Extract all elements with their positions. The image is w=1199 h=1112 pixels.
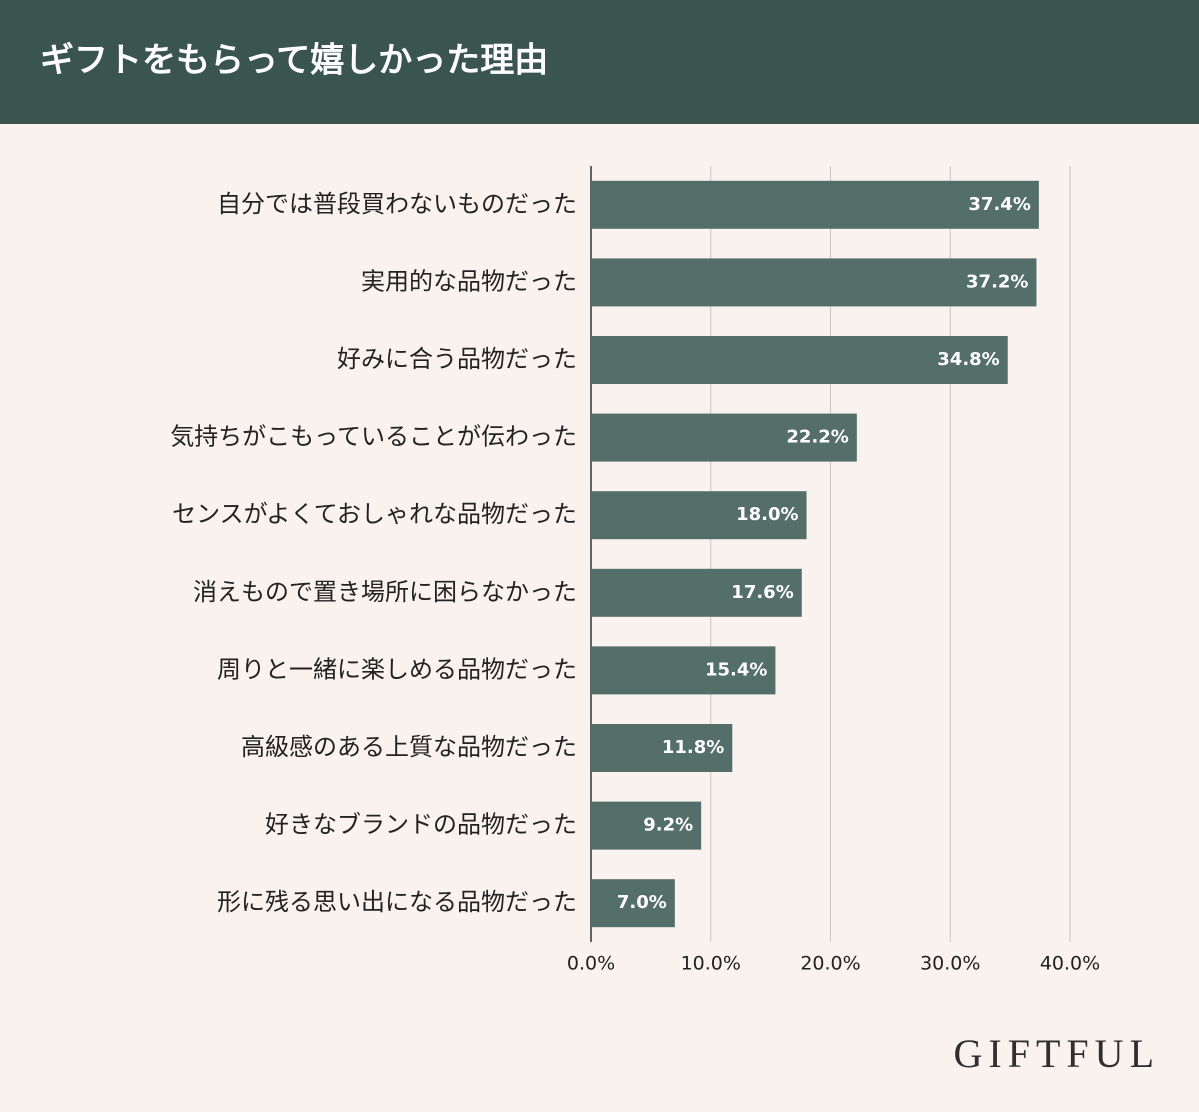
y-tick-label: 周りと一緒に楽しめる品物だった <box>217 655 577 683</box>
y-tick-label: 実用的な品物だった <box>361 267 577 295</box>
x-tick-label: 10.0% <box>681 953 741 975</box>
header <box>0 0 1199 124</box>
brand-logo: GIFTFUL <box>954 1031 1160 1076</box>
bar <box>591 336 1008 384</box>
y-tick-label: 消えもので置き場所に困らなかった <box>193 578 577 606</box>
bar <box>591 724 733 772</box>
value-label: 7.0% <box>617 892 667 913</box>
y-tick-label: 気持ちがこもっていることが伝わった <box>170 423 577 451</box>
y-tick-label: 形に残る思い出になる品物だった <box>217 888 577 916</box>
bar <box>591 879 675 928</box>
value-label: 15.4% <box>705 659 767 680</box>
bar <box>591 491 807 540</box>
x-tick-label: 20.0% <box>800 953 860 975</box>
y-tick-label: 高級感のある上質な品物だった <box>241 733 577 761</box>
bar <box>591 568 802 617</box>
value-label: 22.2% <box>786 427 848 448</box>
bar <box>591 180 1039 229</box>
value-label: 37.4% <box>968 194 1030 215</box>
value-label: 11.8% <box>662 737 724 758</box>
value-label: 37.2% <box>966 271 1028 292</box>
value-label: 9.2% <box>643 815 693 836</box>
value-label: 34.8% <box>937 349 999 370</box>
y-tick-label: 自分では普段買わないものだった <box>217 190 577 218</box>
y-tick-label: 好みに合う品物だった <box>337 345 577 373</box>
x-tick-label: 40.0% <box>1040 953 1100 975</box>
chart-title: ギフトをもらって嬉しかった理由 <box>40 41 548 81</box>
bar <box>591 646 776 695</box>
y-tick-label: 好きなブランドの品物だった <box>265 811 577 839</box>
value-label: 17.6% <box>731 582 793 603</box>
x-tick-label: 30.0% <box>920 953 980 975</box>
bar <box>591 801 702 850</box>
x-tick-label: 0.0% <box>567 953 615 975</box>
bar <box>591 413 857 462</box>
bar <box>591 258 1037 307</box>
value-label: 18.0% <box>736 504 798 525</box>
y-tick-label: センスがよくておしゃれな品物だった <box>172 500 577 528</box>
